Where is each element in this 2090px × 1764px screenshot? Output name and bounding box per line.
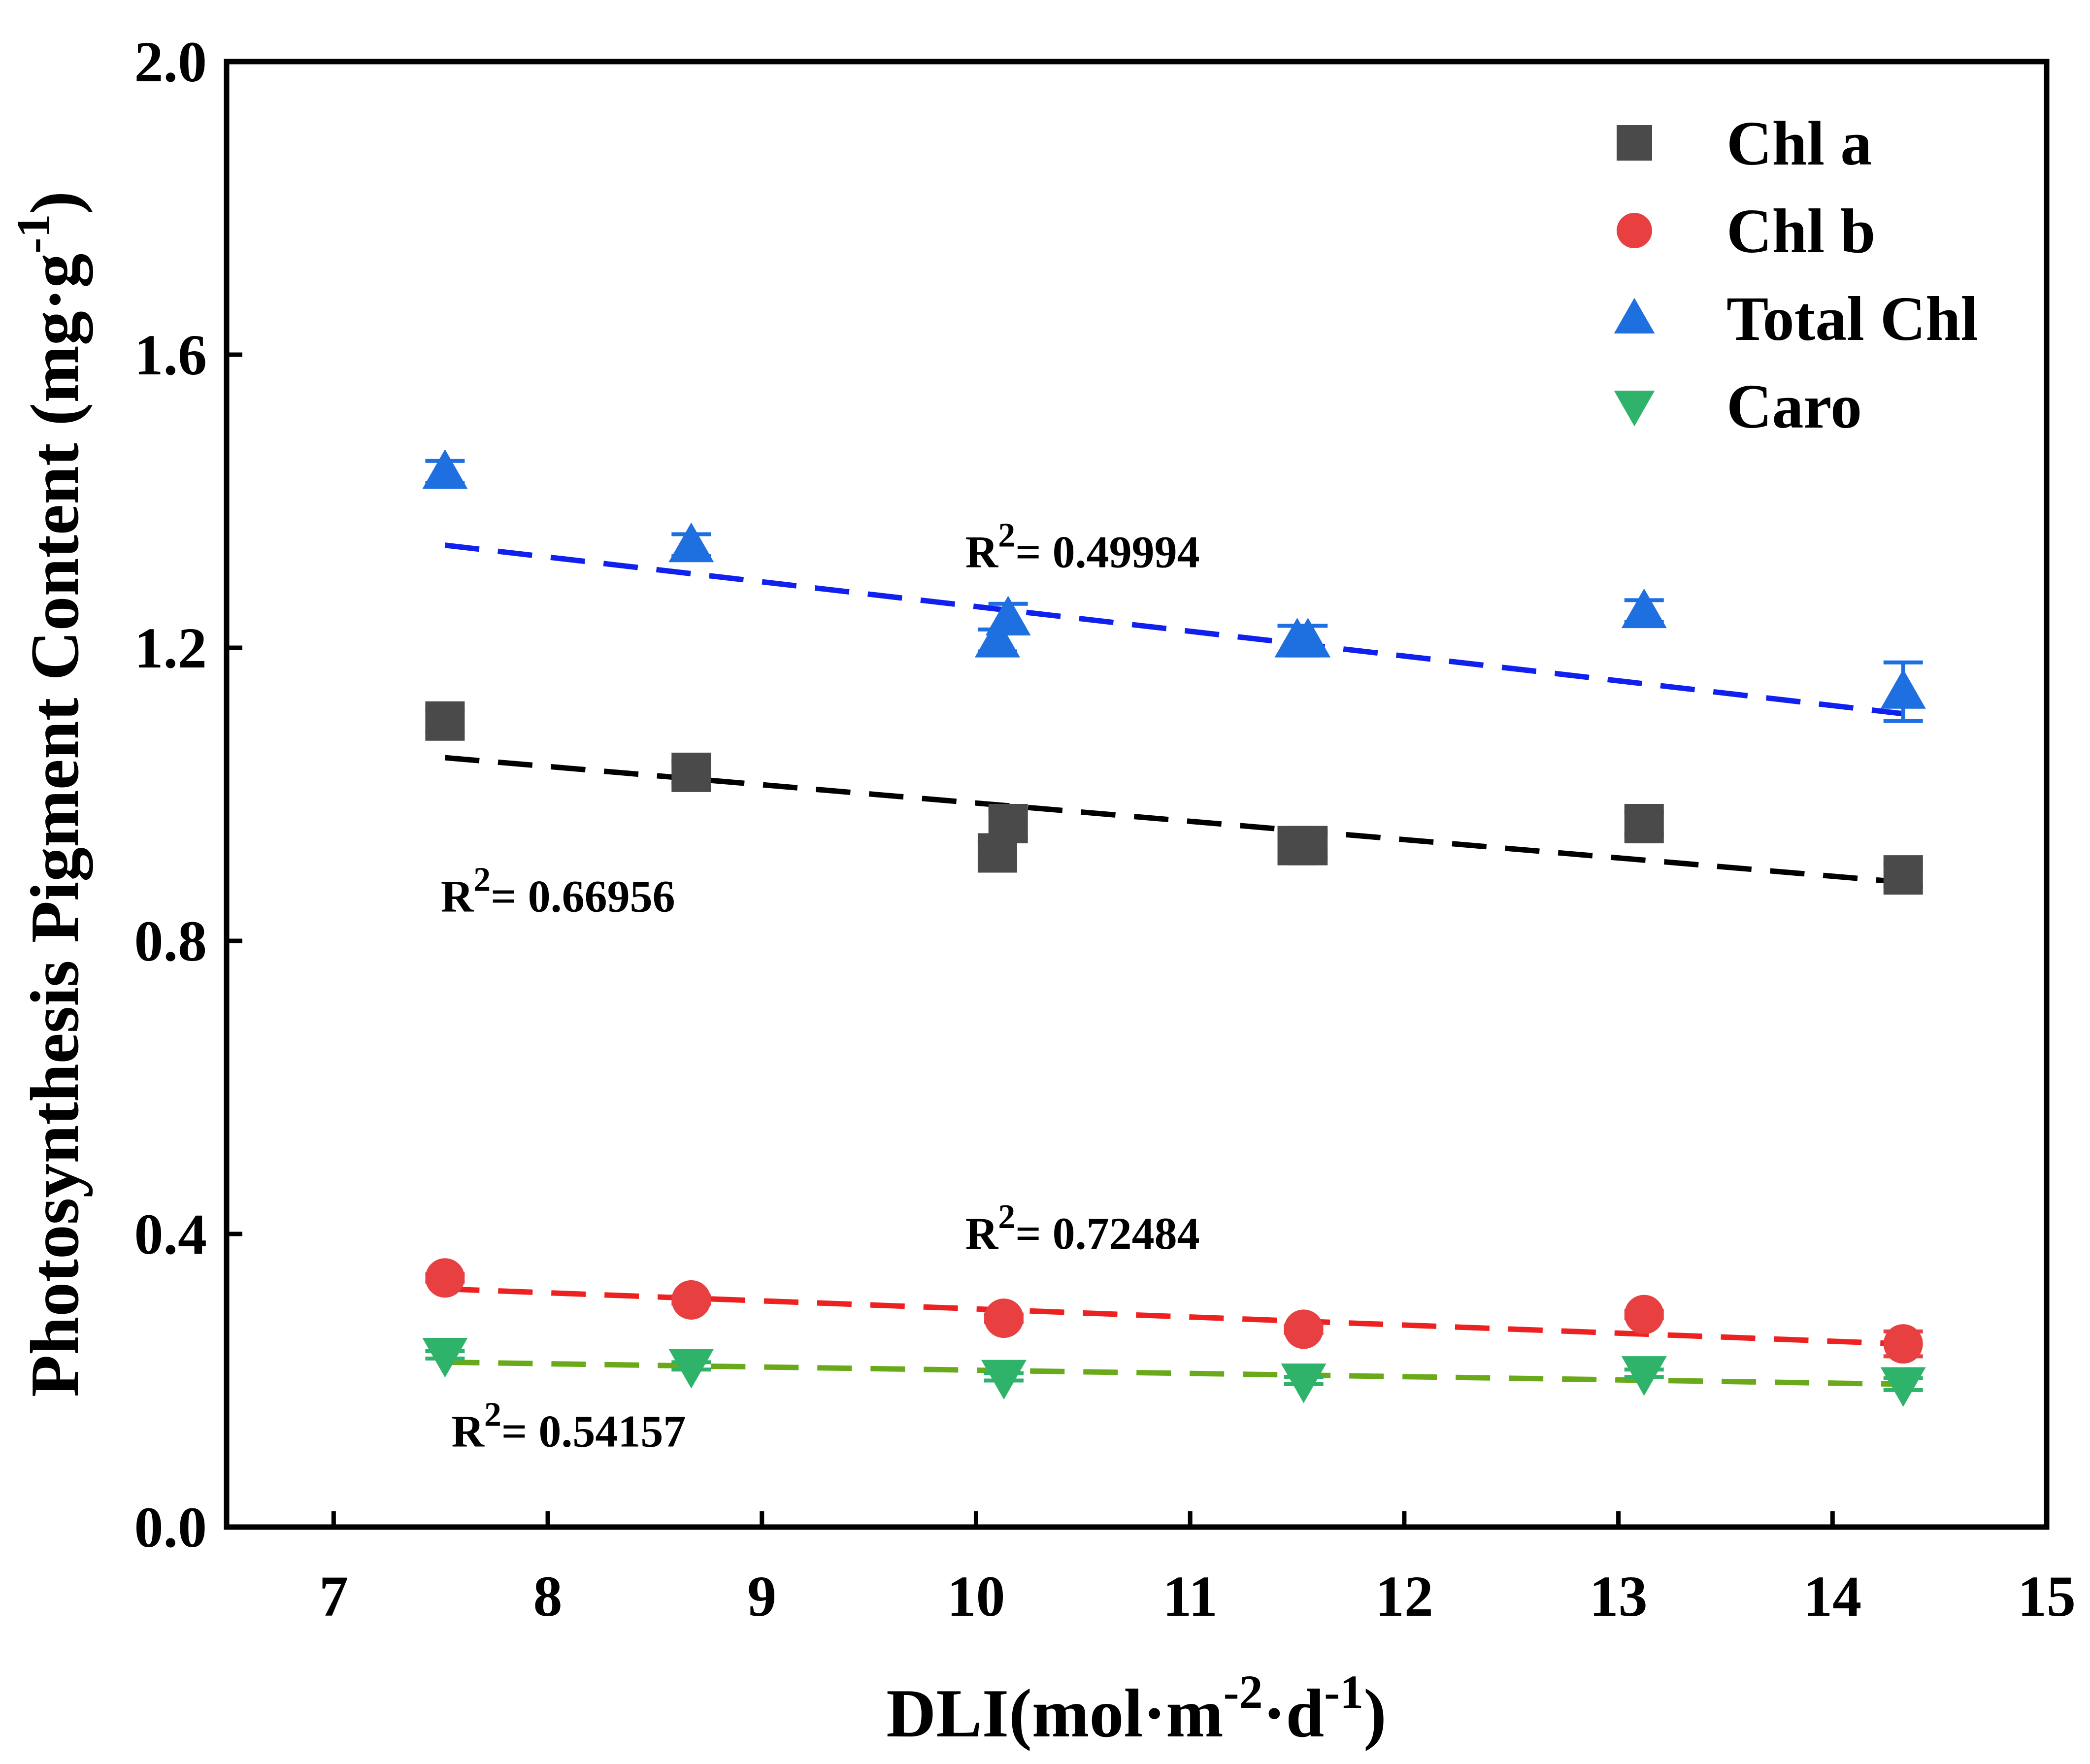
y-axis-title: Photosynthesis Pigment Content (mg·g-1) (7, 191, 93, 1397)
total-chl-point (1621, 588, 1667, 629)
y-tick-label-2-0: 2.0 (134, 30, 207, 94)
chl-b-point (984, 1298, 1024, 1338)
y-tick-label-1-2: 1.2 (134, 616, 207, 680)
chl-a-point (1883, 855, 1923, 895)
x-tick-label-7: 7 (319, 1564, 348, 1629)
x-axis-title-end: ) (1363, 1675, 1387, 1752)
total-chl-point (1285, 618, 1331, 658)
legend-chl-a-label: Chl a (1726, 108, 1872, 178)
caro-point (981, 1360, 1027, 1400)
x-tick-label-10: 10 (947, 1564, 1005, 1629)
caro-point (422, 1337, 468, 1378)
chl-a-point (671, 752, 711, 792)
legend-chl-b-label: Chl b (1726, 196, 1875, 266)
data-points (422, 449, 1926, 1407)
legend-chl-b-marker (1617, 213, 1652, 248)
y-tick-label-0-4: 0.4 (134, 1202, 207, 1266)
y-axis-title-base: Photosynthesis Pigment Content (mg·g (17, 253, 93, 1397)
caro-r2-value: = 0.54157 (501, 1406, 686, 1456)
total-chl-r2-value: = 0.49994 (1015, 527, 1199, 577)
y-tick-label-1-6: 1.6 (134, 323, 207, 387)
chl-b-r2-prefix: R (965, 1208, 999, 1259)
y-axis-title-end: ) (17, 191, 93, 214)
caro-point (1621, 1356, 1667, 1396)
total-chl-fit-line (444, 542, 1904, 717)
x-tick-label-12: 12 (1375, 1564, 1433, 1629)
x-axis-title-sup2: -1 (1324, 1665, 1363, 1718)
caro-point (668, 1349, 714, 1389)
total-chl-r2-sup: 2 (998, 516, 1015, 554)
total-chl-point (668, 522, 714, 563)
chl-a-point (988, 804, 1028, 843)
chl-a-r2-prefix: R (441, 871, 474, 922)
chl-a-point (1624, 804, 1664, 843)
chl-a-r2-label: R2= 0.66956 (441, 861, 675, 922)
caro-r2-sup: 2 (484, 1396, 501, 1433)
total-chl-point (985, 596, 1031, 635)
legend-total-chl-marker (1614, 298, 1655, 334)
legend-caro-marker (1614, 390, 1655, 427)
legend: Chl a Chl b Total Chl Caro (1614, 108, 1978, 441)
x-tick-label-14: 14 (1803, 1564, 1861, 1629)
legend-caro-label: Caro (1726, 371, 1862, 441)
total-chl-point (422, 449, 468, 489)
chl-b-point (1624, 1295, 1664, 1334)
x-tick-label-11: 11 (1162, 1564, 1218, 1629)
y-axis-title-sup: -1 (7, 214, 60, 254)
chl-b-r2-label: R2= 0.72484 (965, 1198, 1200, 1259)
total-chl-r2-label: R2= 0.49994 (965, 516, 1200, 577)
x-tick-label-15: 15 (2018, 1564, 2076, 1629)
x-tick-label-8: 8 (533, 1564, 563, 1629)
chl-a-point (425, 701, 465, 741)
total-chl-point (1880, 669, 1926, 709)
chl-b-r2-sup: 2 (998, 1198, 1015, 1236)
chl-b-point (425, 1258, 465, 1298)
legend-total-chl-label: Total Chl (1726, 284, 1978, 354)
chl-a-point (1288, 826, 1328, 865)
plot-frame (224, 59, 2050, 1530)
total-chl-point (974, 618, 1020, 658)
chl-b-point (671, 1280, 711, 1320)
x-axis-ticks: 7 8 9 10 11 12 13 14 15 (319, 1511, 2076, 1629)
legend-chl-a-marker (1617, 125, 1652, 161)
x-tick-label-13: 13 (1590, 1564, 1648, 1629)
chl-a-r2-sup: 2 (473, 861, 491, 899)
x-axis-title-base: DLI(mol·m (886, 1675, 1223, 1752)
chl-b-point (1883, 1324, 1923, 1364)
caro-point (1281, 1364, 1327, 1403)
chl-b-point (1284, 1309, 1324, 1349)
caro-r2-prefix: R (451, 1406, 485, 1456)
chl-b-r2-value: = 0.72484 (1015, 1208, 1199, 1259)
x-tick-label-9: 9 (747, 1564, 776, 1629)
x-axis-title: DLI(mol·m-2·d-1) (886, 1665, 1387, 1752)
caro-point (1880, 1367, 1926, 1407)
caro-r2-label: R2= 0.54157 (451, 1396, 686, 1456)
y-tick-label-0-0: 0.0 (134, 1495, 207, 1560)
total-chl-r2-prefix: R (965, 527, 999, 577)
y-axis-ticks: 0.0 0.4 0.8 1.2 1.6 2.0 (134, 30, 242, 1560)
x-axis-title-sup1: -2 (1224, 1665, 1263, 1718)
y-tick-label-0-8: 0.8 (134, 909, 207, 973)
x-axis-title-mid: ·d (1263, 1675, 1325, 1752)
chl-a-r2-value: = 0.66956 (491, 871, 675, 922)
